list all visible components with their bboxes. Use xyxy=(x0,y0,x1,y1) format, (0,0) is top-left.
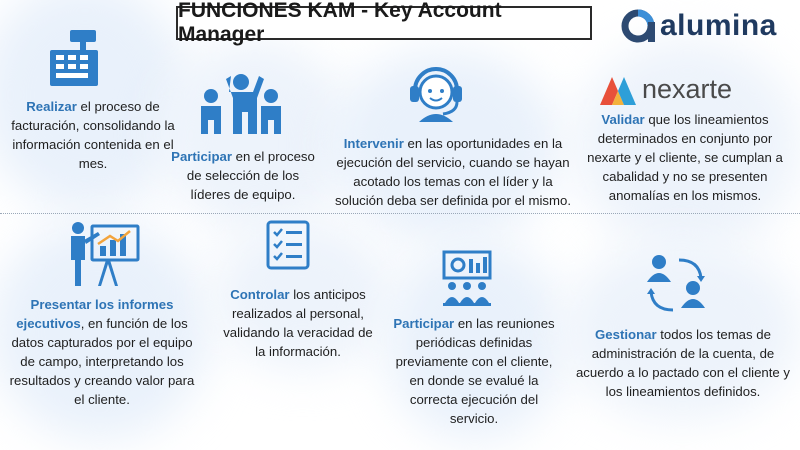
block-participar-reuniones: Participar en las reuniones periódicas d… xyxy=(388,314,560,428)
block-text: todos los temas de administración de la … xyxy=(575,327,791,399)
block-highlight: Presentar los informes ejecutivos xyxy=(16,297,174,331)
block-presentar-informes: Presentar los informes ejecutivos, en fu… xyxy=(4,295,200,409)
block-text: el proceso de facturación, consolidando … xyxy=(11,99,175,171)
team-leaders-icon xyxy=(201,74,281,134)
block-facturacion: Realizar el proceso de facturación, cons… xyxy=(8,97,178,173)
block-text: en las reuniones periódicas definidas pr… xyxy=(395,316,555,426)
block-controlar: Controlar los anticipos realizados al pe… xyxy=(218,285,378,361)
block-intervenir: Intervenir en las oportunidades en la ej… xyxy=(333,134,573,210)
block-text: , en función de los datos capturados por… xyxy=(9,316,195,407)
block-highlight: Intervenir xyxy=(343,136,404,151)
bg-blob xyxy=(160,40,350,230)
block-highlight: Validar xyxy=(601,112,645,127)
bg-blob xyxy=(565,240,800,420)
alumina-logo-text: alumina xyxy=(660,9,777,42)
presenter-chart-icon xyxy=(71,222,140,286)
headset-agent-icon xyxy=(410,67,462,122)
block-highlight: Participar xyxy=(393,316,455,331)
block-text: que los lineamientos determinados en con… xyxy=(587,112,783,203)
page-title: FUNCIONES KAM - Key Account Manager xyxy=(176,0,592,46)
checklist-icon xyxy=(266,220,310,270)
block-gestionar: Gestionar todos los temas de administrac… xyxy=(570,325,796,401)
bg-blob xyxy=(385,240,565,440)
meeting-icon xyxy=(442,250,492,306)
block-highlight: Realizar xyxy=(26,99,77,114)
block-highlight: Participar xyxy=(171,149,232,164)
nexarte-logo-mark xyxy=(600,77,636,105)
people-exchange-icon xyxy=(647,255,705,312)
nexarte-logo-text: nexarte xyxy=(642,74,733,104)
nexarte-logo: nexarte xyxy=(598,74,758,108)
cash-register-icon xyxy=(50,30,98,86)
alumina-logo: alumina xyxy=(620,8,790,44)
divider xyxy=(0,213,800,214)
bg-blob xyxy=(215,220,390,370)
block-seleccion-lideres: Participar en el proceso de selección de… xyxy=(168,147,318,204)
alumina-logo-mark xyxy=(621,9,655,43)
bg-blob xyxy=(575,40,800,250)
block-highlight: Gestionar xyxy=(595,327,657,342)
block-text: en las oportunidades en la ejecución del… xyxy=(334,136,572,208)
block-highlight: Controlar xyxy=(230,287,290,302)
block-validar: Validar que los lineamientos determinado… xyxy=(585,110,785,205)
block-text: los anticipos realizados al personal, va… xyxy=(223,287,373,359)
block-text: en el proceso de selección de los lídere… xyxy=(186,149,315,202)
bg-blob xyxy=(0,220,210,440)
